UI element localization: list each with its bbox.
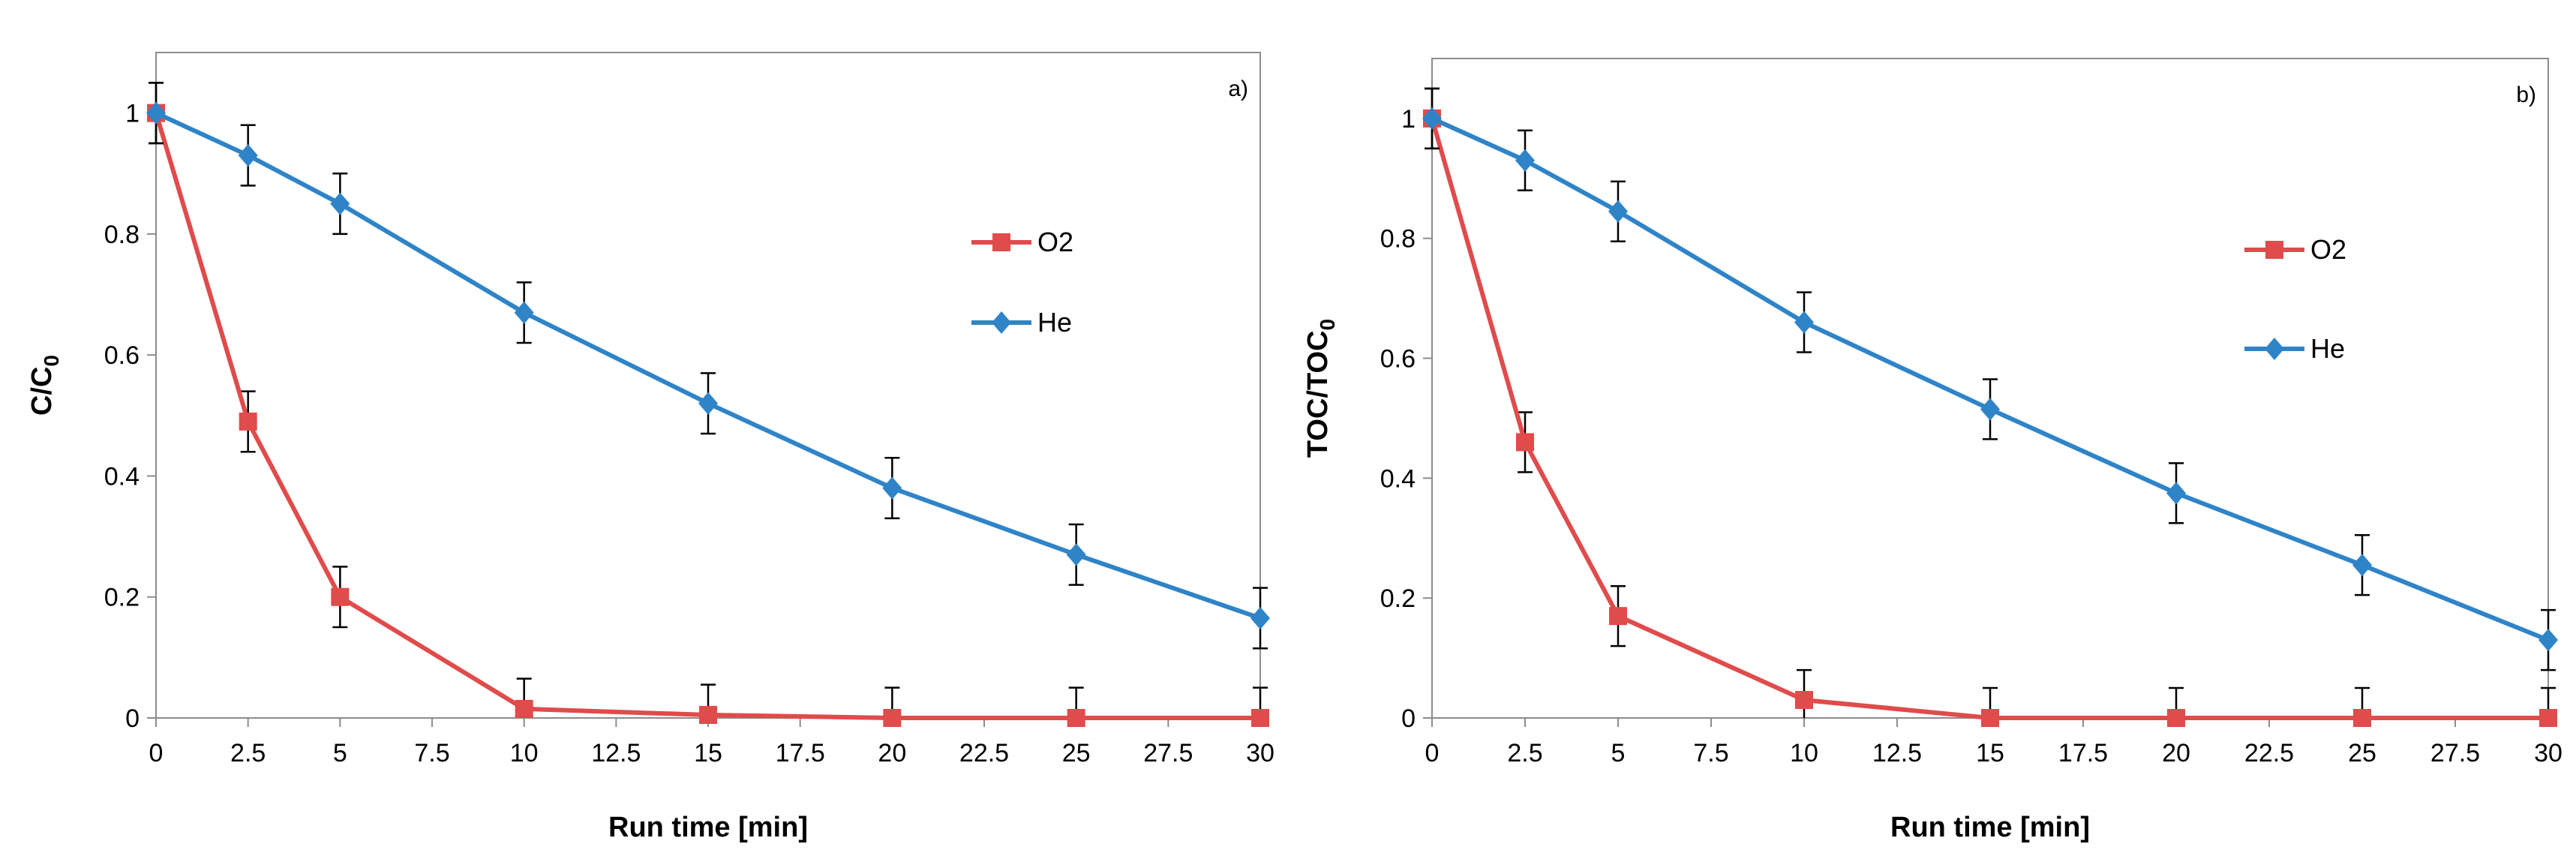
y-axis-title-main: TOC/TOC bbox=[1302, 330, 1334, 458]
x-tick-label: 0 bbox=[1425, 739, 1440, 767]
data-point-he bbox=[1980, 398, 2000, 421]
series-line-o2 bbox=[1430, 118, 2548, 720]
x-tick-label: 30 bbox=[2534, 739, 2562, 767]
data-point-he bbox=[1066, 543, 1086, 566]
data-point-he bbox=[1250, 606, 1270, 629]
data-point-he bbox=[698, 392, 718, 415]
y-tick-label: 0.8 bbox=[1380, 225, 1416, 254]
data-point-he bbox=[146, 101, 166, 125]
data-point-he bbox=[882, 476, 902, 500]
data-point-o2 bbox=[1795, 691, 1813, 710]
x-tick-label: 20 bbox=[878, 739, 906, 767]
y-tick-label: 0.8 bbox=[104, 221, 140, 249]
x-tick-label: 22.5 bbox=[2244, 739, 2294, 767]
x-tick-label: 5 bbox=[1611, 739, 1626, 767]
y-axis-title-main: C/C bbox=[26, 367, 58, 416]
x-axis-title: Run time [min] bbox=[1890, 812, 2090, 843]
x-tick-label: 30 bbox=[1246, 739, 1274, 767]
y-tick-label: 0.2 bbox=[104, 584, 140, 612]
y-tick-label: 0.6 bbox=[104, 341, 140, 370]
data-point-o2 bbox=[2167, 709, 2185, 727]
data-point-o2 bbox=[2539, 709, 2557, 727]
x-tick-label: 2.5 bbox=[1507, 739, 1542, 767]
panel-label: b) bbox=[2516, 83, 2536, 107]
x-tick-label: 2.5 bbox=[230, 739, 266, 767]
x-tick-label: 10 bbox=[510, 739, 539, 767]
data-point-he bbox=[1794, 311, 1814, 334]
x-tick-label: 5 bbox=[333, 739, 347, 767]
legend-marker-o2 bbox=[992, 233, 1010, 251]
legend-label-o2: O2 bbox=[1037, 227, 1073, 257]
data-point-o2 bbox=[2353, 709, 2371, 727]
data-point-o2 bbox=[1067, 709, 1085, 727]
y-axis-title-subscript: 0 bbox=[40, 355, 63, 367]
data-point-o2 bbox=[1251, 709, 1269, 727]
y-axis-title: TOC/TOC0 bbox=[1302, 319, 1339, 458]
y-tick-label: 0.6 bbox=[1380, 345, 1416, 374]
series-line-he bbox=[1431, 116, 2550, 642]
x-tick-label: 15 bbox=[1976, 739, 2004, 767]
data-point-o2 bbox=[1981, 709, 1999, 727]
legend-label-he: He bbox=[1037, 307, 1072, 338]
y-tick-label: 0 bbox=[1401, 704, 1416, 733]
x-tick-label: 7.5 bbox=[414, 739, 449, 767]
data-point-he bbox=[514, 301, 534, 324]
x-tick-label: 20 bbox=[2162, 739, 2190, 767]
chart-a-svg: 00.20.40.60.810 2.5 5 7.5 10 12.5 15 17.5 20 22.5… bbox=[26, 52, 1274, 843]
x-tick-label: 22.5 bbox=[959, 739, 1009, 767]
x-tick-label: 0 bbox=[149, 739, 164, 767]
x-tick-label: 27.5 bbox=[1143, 739, 1193, 767]
chart-b-svg: 00.20.40.60.810 2.5 5 7.5 10 12.5 15 17.5 20 22.5… bbox=[1302, 58, 2562, 843]
legend-label-o2: O2 bbox=[2310, 234, 2346, 265]
y-tick-label: 1 bbox=[125, 100, 140, 128]
y-tick-label: 1 bbox=[1401, 105, 1416, 134]
y-tick-label: 0.4 bbox=[104, 462, 140, 491]
data-point-he bbox=[238, 144, 258, 167]
x-tick-label: 27.5 bbox=[2430, 739, 2480, 767]
data-point-he bbox=[2538, 629, 2558, 652]
data-point-o2 bbox=[1516, 433, 1534, 452]
data-point-o2 bbox=[699, 705, 717, 724]
y-tick-label: 0 bbox=[125, 704, 140, 733]
chart-panel-b: 0 0.2 0.4 0.6 0.8 1 0 2.5 5 7.5 10 12.5 15 17.5 20 22.5… bbox=[1288, 0, 2576, 868]
data-point-he bbox=[2166, 482, 2186, 505]
x-tick-label: 7.5 bbox=[1693, 739, 1728, 767]
data-point-he bbox=[1515, 149, 1535, 172]
legend-label-he: He bbox=[2310, 333, 2345, 364]
legend-marker-he bbox=[2265, 338, 2284, 360]
y-axis-title: C/C0 bbox=[26, 355, 63, 416]
x-tick-label: 17.5 bbox=[776, 739, 825, 767]
y-axis-title-subscript: 0 bbox=[1316, 319, 1339, 331]
y-tick-label: 0.2 bbox=[1380, 584, 1416, 613]
legend-marker-he bbox=[992, 311, 1011, 334]
x-tick-label: 25 bbox=[2348, 739, 2376, 767]
series-line-o2 bbox=[154, 112, 1260, 720]
data-point-o2 bbox=[515, 699, 533, 718]
data-point-he bbox=[1422, 107, 1442, 130]
chart-panel-a: 0 0.2 0.4 0.6 0.8 1 0 2.5 5 7.5 10 12.5 15 17.5 20 22.5… bbox=[26, 52, 1274, 843]
x-tick-label: 12.5 bbox=[591, 739, 641, 767]
data-point-he bbox=[330, 192, 350, 215]
x-tick-label: 10 bbox=[1790, 739, 1818, 767]
legend-marker-o2 bbox=[2265, 241, 2283, 259]
data-point-o2 bbox=[331, 587, 350, 606]
y-tick-label: 0.4 bbox=[1380, 464, 1416, 493]
x-tick-label: 17.5 bbox=[2058, 739, 2108, 767]
series-line-he bbox=[155, 110, 1261, 620]
panel-label: a) bbox=[1228, 77, 1248, 101]
data-point-he bbox=[1608, 200, 1628, 223]
x-tick-label: 25 bbox=[1062, 739, 1091, 767]
data-point-o2 bbox=[1609, 607, 1627, 626]
x-axis-title: Run time [min] bbox=[608, 812, 808, 843]
data-point-o2 bbox=[239, 412, 257, 431]
data-point-he bbox=[2352, 554, 2372, 577]
x-tick-label: 12.5 bbox=[1872, 739, 1922, 767]
x-tick-label: 15 bbox=[694, 739, 722, 767]
data-point-o2 bbox=[883, 709, 902, 727]
